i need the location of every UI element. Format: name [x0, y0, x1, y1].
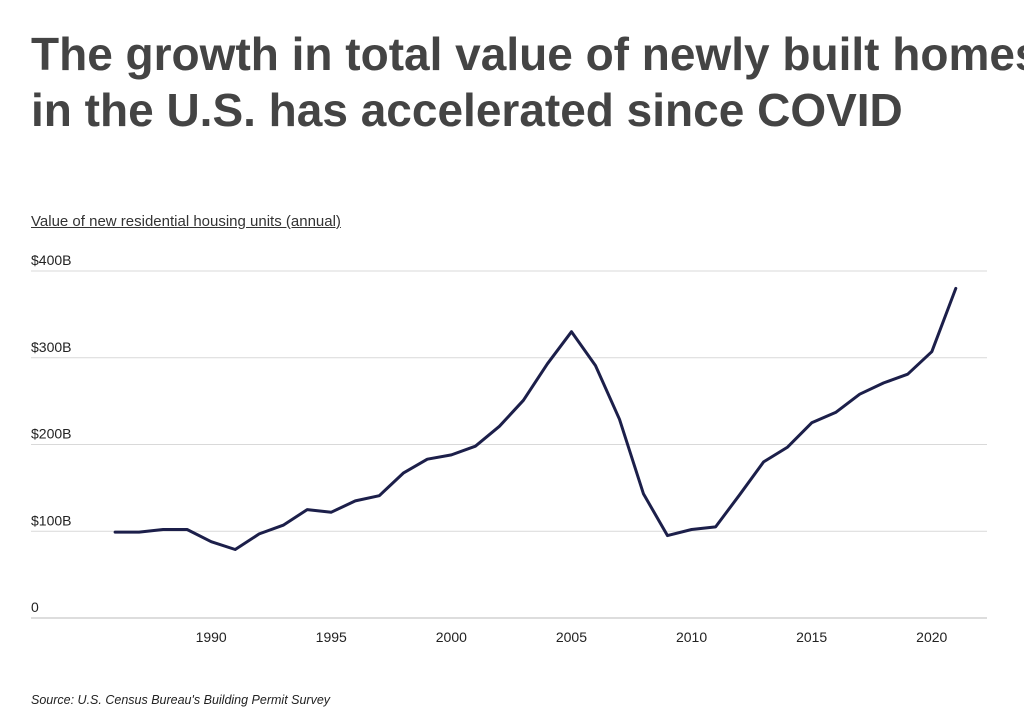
gridlines — [31, 270, 987, 619]
y-tick-label: 0 — [31, 599, 39, 615]
data-point — [834, 411, 837, 414]
data-point — [594, 364, 597, 367]
x-axis-ticks: 1990 1995 2000 2005 2010 2015 2020 — [196, 629, 948, 645]
data-point — [306, 508, 309, 511]
data-point — [786, 446, 789, 449]
data-point — [570, 330, 573, 333]
source-note: Source: U.S. Census Bureau's Building Pe… — [31, 693, 331, 707]
data-point — [618, 418, 621, 421]
x-tick-label: 2020 — [916, 629, 947, 645]
data-point — [666, 534, 669, 537]
data-point — [954, 287, 957, 290]
data-point — [330, 511, 333, 514]
chart-title: The growth in total value of newly built… — [31, 26, 1024, 138]
data-point — [930, 350, 933, 353]
data-point — [258, 532, 261, 535]
x-tick-label: 1990 — [196, 629, 227, 645]
data-point — [498, 425, 501, 428]
data-point — [186, 528, 189, 531]
data-point — [474, 445, 477, 448]
series-line — [113, 286, 958, 551]
x-tick-label: 2015 — [796, 629, 827, 645]
y-tick-label: $400B — [31, 252, 71, 268]
data-point — [354, 499, 357, 502]
x-tick-label: 2000 — [436, 629, 467, 645]
data-point — [714, 525, 717, 528]
data-point — [738, 493, 741, 496]
data-point — [642, 492, 645, 495]
data-series — [113, 286, 958, 551]
data-point — [162, 528, 165, 531]
x-tick-label: 2010 — [676, 629, 707, 645]
data-point — [546, 362, 549, 365]
chart-title-line-1: The growth in total value of newly built… — [31, 28, 1024, 80]
data-point — [426, 458, 429, 461]
y-tick-label: $200B — [31, 426, 71, 442]
data-point — [522, 399, 525, 402]
x-tick-label: 1995 — [316, 629, 347, 645]
x-tick-label: 2005 — [556, 629, 587, 645]
y-tick-label: $100B — [31, 512, 71, 528]
y-tick-label: $300B — [31, 339, 71, 355]
y-axis-title: Value of new residential housing units (… — [31, 213, 341, 230]
data-point — [762, 460, 765, 463]
data-point — [690, 528, 693, 531]
data-point — [810, 421, 813, 424]
data-point — [402, 472, 405, 475]
data-point — [882, 381, 885, 384]
y-axis-ticks: 0 $100B $200B $300B $400B — [31, 252, 71, 615]
data-point — [450, 453, 453, 456]
data-point — [858, 393, 861, 396]
chart-title-line-2: in the U.S. has accelerated since COVID — [31, 84, 903, 136]
data-point — [138, 531, 141, 534]
data-point — [234, 548, 237, 551]
data-point — [114, 531, 117, 534]
data-point — [906, 373, 909, 376]
data-point — [282, 524, 285, 527]
data-point — [210, 540, 213, 543]
data-point — [378, 494, 381, 497]
